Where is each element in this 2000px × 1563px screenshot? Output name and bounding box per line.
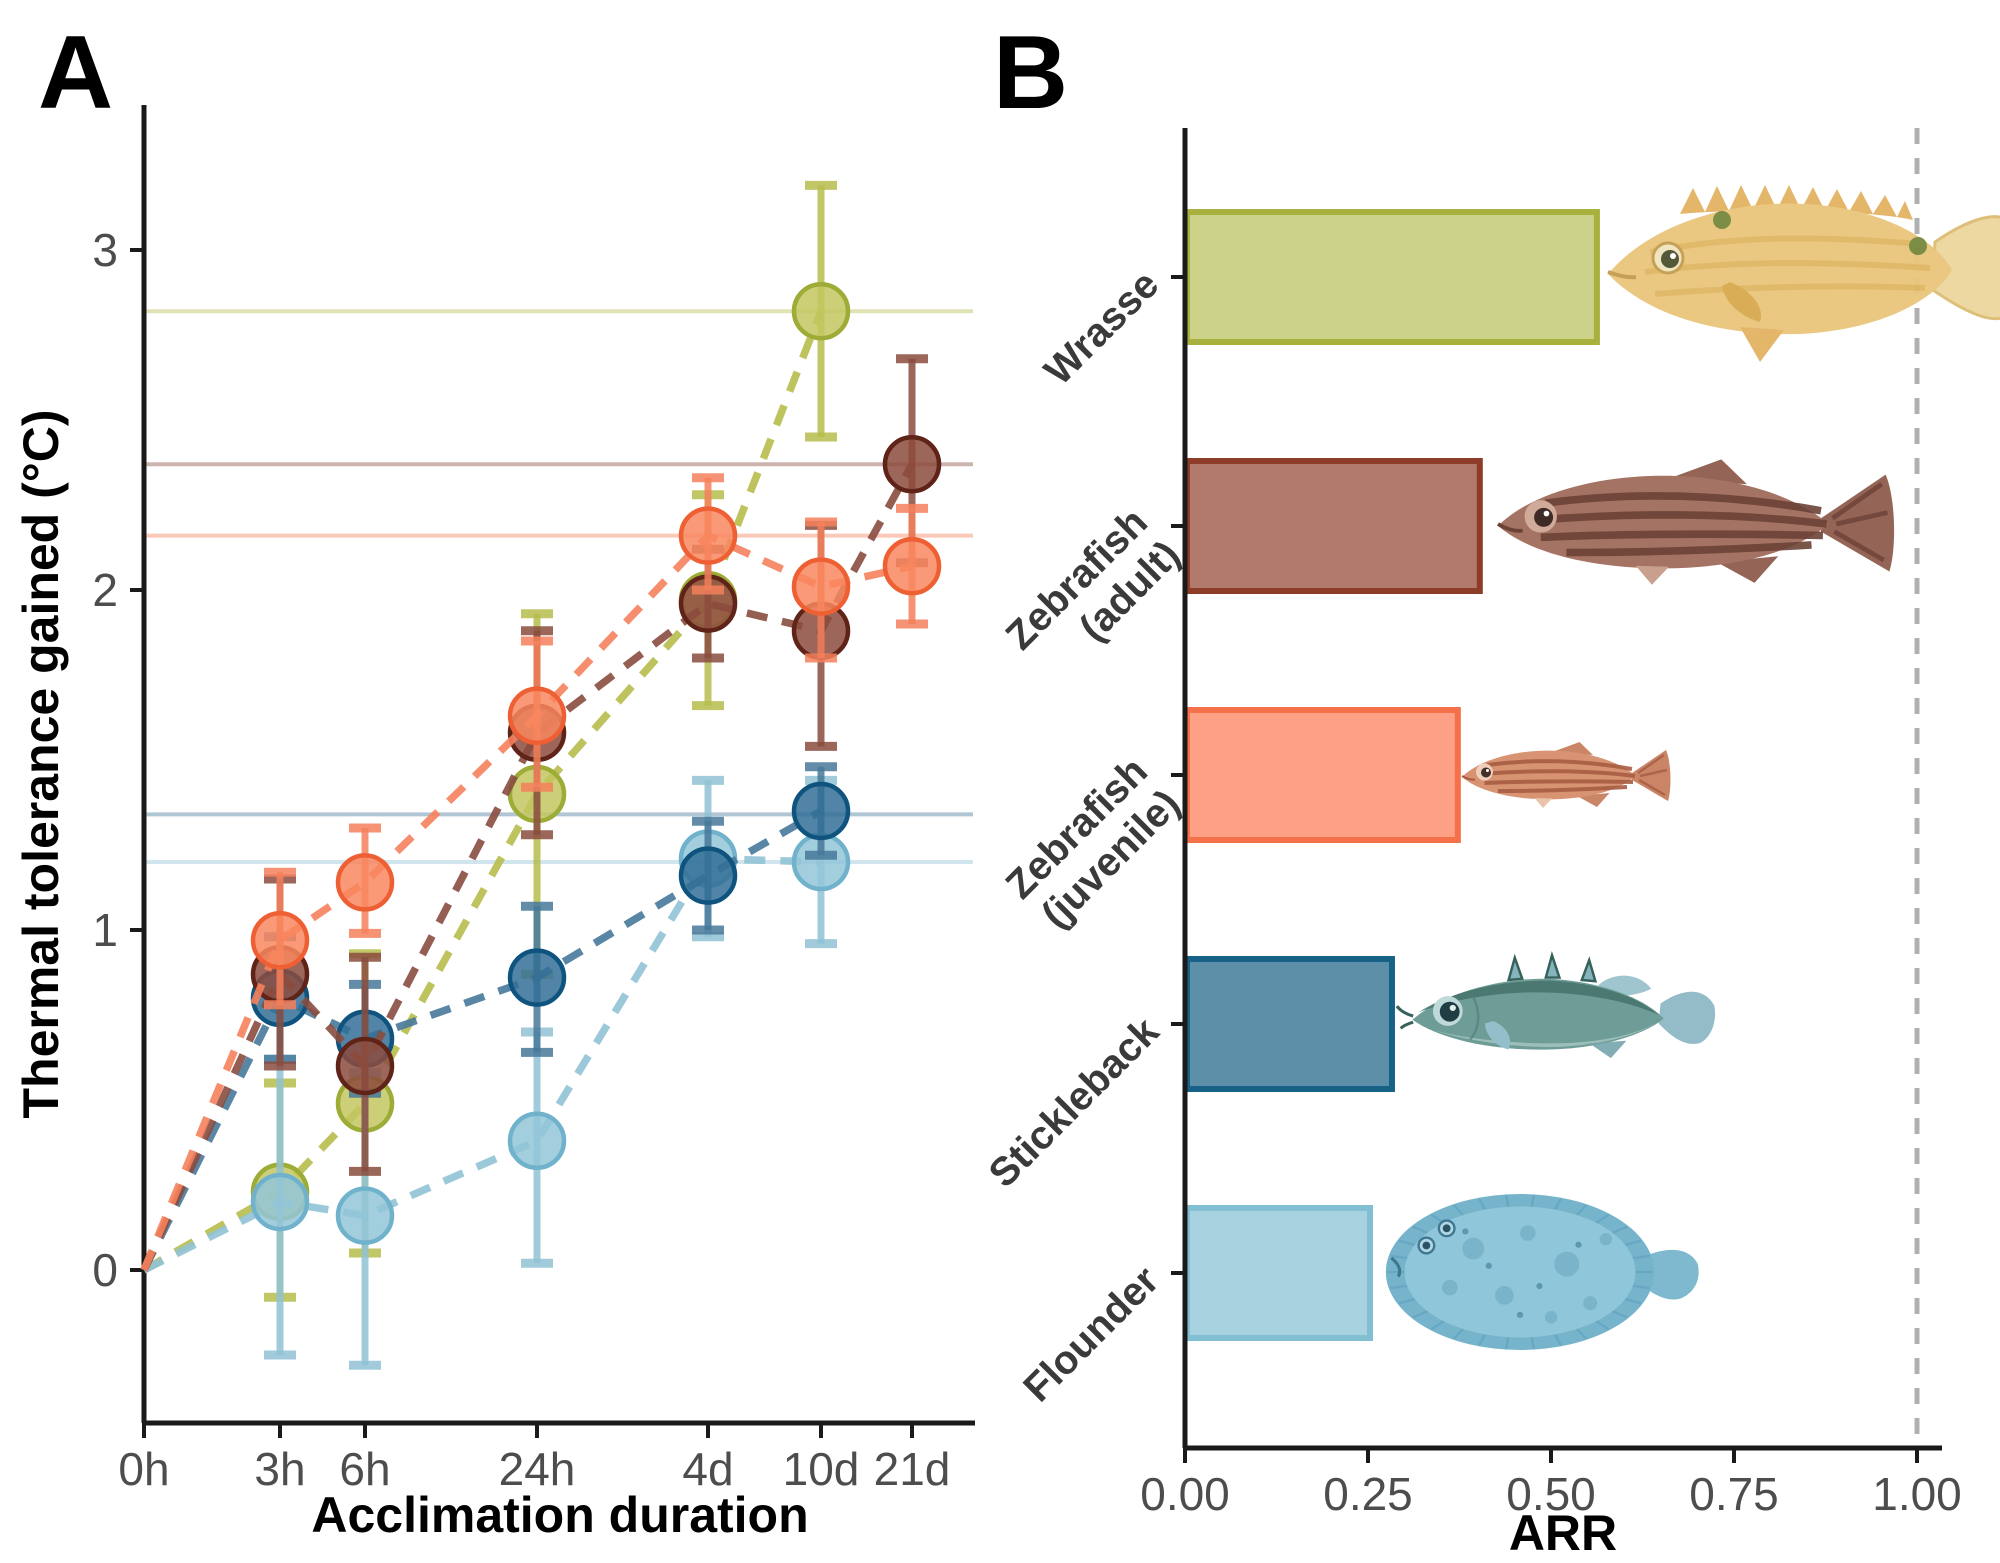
data-point-stickleback-4d — [678, 846, 738, 905]
data-point-zebrafish-adult-21d — [882, 434, 942, 494]
panel-a-y-tick-label: 2 — [92, 564, 118, 616]
arr-bar-wrasse — [1184, 209, 1600, 345]
data-point-zebrafish-juvenile-6h — [335, 853, 395, 912]
data-point-stickleback-24h — [507, 948, 567, 1007]
species-label-stickleback: Stickleback — [981, 1009, 1168, 1196]
panel-a-x-tick-label: 24h — [499, 1443, 576, 1495]
panel-b-x-tick-label: 1.00 — [1872, 1468, 1962, 1520]
panel-a-x-tick-label: 21d — [874, 1443, 951, 1495]
arr-bar-zebrafish-adult — [1184, 458, 1483, 594]
species-label-wrasse: Wrasse — [1036, 262, 1167, 393]
zebrafish-adult-fish-illustration — [1497, 459, 1895, 585]
data-point-zebrafish-juvenile-4d — [678, 506, 738, 565]
data-point-zebrafish-juvenile-24h — [507, 686, 567, 746]
panel-a-y-tick-label: 1 — [92, 904, 118, 956]
panel-b-arr-bar-chart: Wrasse Zebrafish(adult) Zebrafish(juvenile… — [981, 15, 2000, 1561]
panel-a-x-axis-title: Acclimation duration — [311, 1487, 808, 1543]
species-label-zebrafish-juvenile: Zebrafish(juvenile) — [998, 749, 1189, 940]
arr-bar-flounder — [1184, 1205, 1373, 1341]
panel-b-letter: B — [993, 15, 1068, 131]
panel-a-thermal-tolerance-plot: 0 1 2 3 0h 3h 6h 24h 4d 10d 21d Acclimation duratio… — [13, 15, 975, 1543]
series-line-wrasse — [142, 309, 825, 1274]
panel-a-y-tick-label: 3 — [92, 224, 118, 276]
panel-b-x-tick-label: 0.50 — [1506, 1468, 1596, 1520]
series-wrasse — [142, 180, 851, 1302]
arr-bar-stickleback — [1184, 956, 1395, 1092]
species-label-flounder: Flounder — [1015, 1258, 1167, 1410]
panel-b-x-tick-label: 0.75 — [1689, 1468, 1779, 1520]
data-point-flounder-24h — [507, 1111, 567, 1171]
wrasse-fish-illustration — [1607, 185, 2000, 362]
stickleback-fish-illustration — [1395, 950, 1716, 1059]
panel-b-x-tick-label: 0.00 — [1140, 1468, 1230, 1520]
species-label-zebrafish-adult: Zebrafish(adult) — [998, 500, 1189, 691]
panel-a-x-tick-label: 3h — [254, 1443, 305, 1495]
arr-bar-zebrafish-juvenile — [1184, 707, 1461, 843]
zebrafish-juvenile-fish-illustration — [1461, 742, 1671, 808]
panel-a-letter: A — [38, 15, 113, 131]
data-point-wrasse-10d — [791, 281, 851, 341]
data-point-zebrafish-juvenile-10d — [791, 557, 851, 616]
panel-a-x-tick-label: 6h — [339, 1443, 390, 1495]
data-point-zebrafish-juvenile-21d — [882, 536, 942, 596]
data-point-flounder-6h — [335, 1186, 395, 1245]
data-point-flounder-3h — [250, 1172, 310, 1232]
panel-b-x-tick-label: 0.25 — [1323, 1468, 1413, 1520]
panel-a-x-tick-label: 10d — [783, 1443, 860, 1495]
panel-a-x-tick-label: 0h — [118, 1443, 169, 1495]
series-zebrafish-juvenile — [140, 473, 942, 1272]
panel-a-y-tick-label: 0 — [92, 1244, 118, 1296]
data-point-stickleback-10d — [791, 781, 851, 841]
panel-a-y-axis-title: Thermal tolerance gained (°C) — [13, 409, 69, 1118]
panel-b-x-axis-title: ARR — [1509, 1505, 1617, 1561]
panel-a-x-tick-label: 4d — [682, 1443, 733, 1495]
data-point-zebrafish-juvenile-3h — [250, 910, 310, 970]
data-point-zebrafish-adult-6h — [335, 1036, 395, 1096]
flounder-fish-illustration — [1385, 1194, 1699, 1350]
